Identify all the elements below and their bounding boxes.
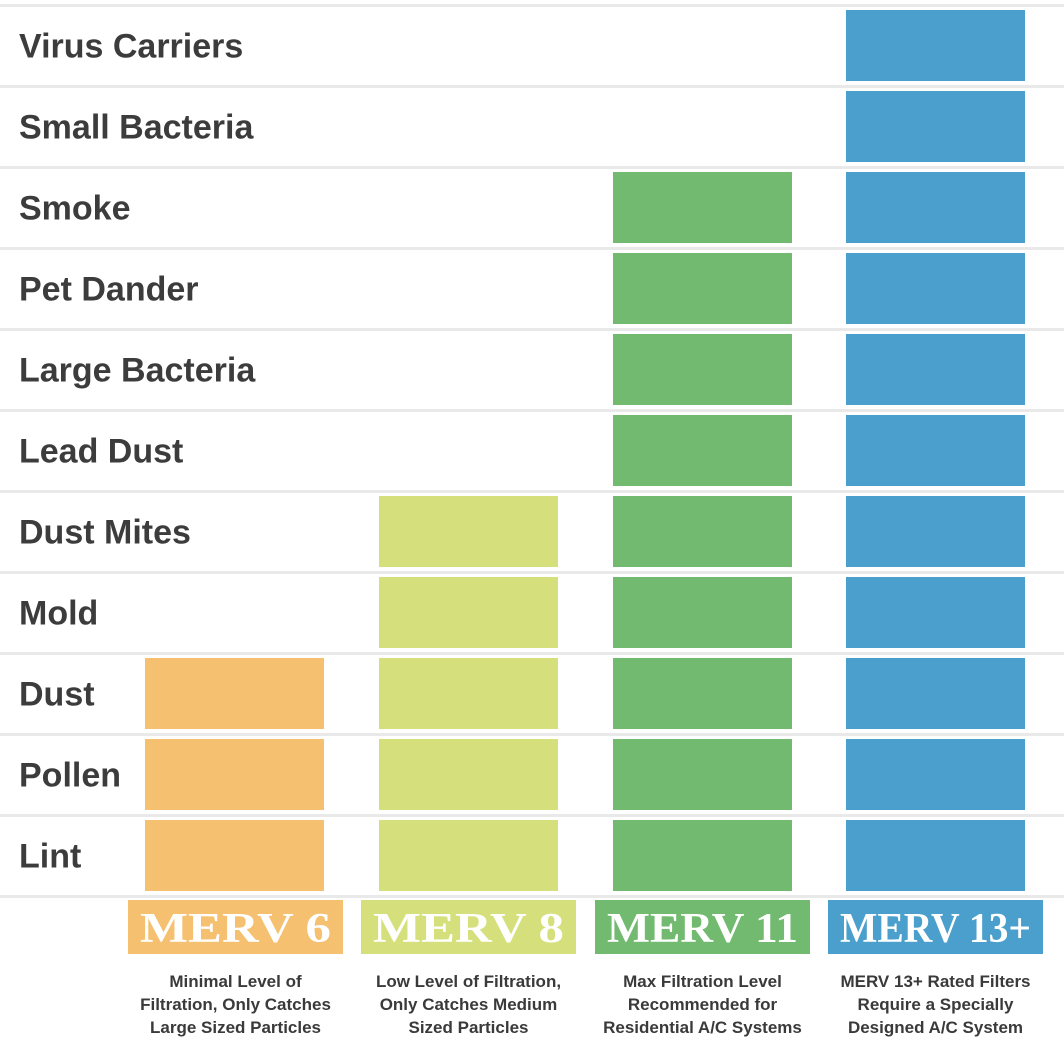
- bar-merv-13-pet-dander: [846, 253, 1025, 324]
- description-merv-8-line-2: Only Catches Medium: [380, 995, 558, 1014]
- description-merv-13-line-1: MERV 13+ Rated Filters: [840, 972, 1030, 991]
- grid-line: [0, 85, 1064, 88]
- row-label-mold: Mold: [19, 595, 98, 633]
- row-label-pet-dander: Pet Dander: [19, 271, 199, 309]
- description-merv-11-line-1: Max Filtration Level: [623, 972, 782, 991]
- grid-line: [0, 895, 1064, 898]
- description-merv-6-line-3: Large Sized Particles: [150, 1018, 321, 1037]
- bar-merv-8-pollen: [379, 739, 558, 810]
- grid-line: [0, 733, 1064, 736]
- row-label-virus-carriers: Virus Carriers: [19, 28, 243, 66]
- row-label-smoke: Smoke: [19, 190, 131, 228]
- bar-merv-8-lint: [379, 820, 558, 891]
- bar-merv-11-lead-dust: [613, 415, 792, 486]
- bar-merv-8-dust: [379, 658, 558, 729]
- row-label-lead-dust: Lead Dust: [19, 433, 183, 471]
- bar-merv-6-lint: [145, 820, 324, 891]
- grid-line: [0, 166, 1064, 169]
- bar-merv-13-smoke: [846, 172, 1025, 243]
- bar-merv-8-mold: [379, 577, 558, 648]
- row-label-dust: Dust: [19, 676, 95, 714]
- grid-line: [0, 814, 1064, 817]
- badge-label-merv-6: MERV 6: [140, 906, 331, 952]
- description-merv-11-line-2: Recommended for: [628, 995, 778, 1014]
- bar-merv-13-lint: [846, 820, 1025, 891]
- row-label-dust-mites: Dust Mites: [19, 514, 191, 552]
- badge-label-merv-13: MERV 13+: [840, 906, 1031, 952]
- bar-merv-13-mold: [846, 577, 1025, 648]
- bar-merv-13-lead-dust: [846, 415, 1025, 486]
- description-merv-8-line-1: Low Level of Filtration,: [376, 972, 561, 991]
- bar-merv-11-dust: [613, 658, 792, 729]
- grid-line: [0, 4, 1064, 7]
- description-merv-6-line-2: Filtration, Only Catches: [140, 995, 331, 1014]
- grid-line: [0, 571, 1064, 574]
- bar-merv-11-smoke: [613, 172, 792, 243]
- filter-badges: MERV 6 MERV 8 MERV 11 MERV 13+: [128, 900, 1043, 954]
- description-merv-13-line-2: Require a Specially: [858, 995, 1014, 1014]
- bar-merv-11-large-bacteria: [613, 334, 792, 405]
- bar-merv-6-dust: [145, 658, 324, 729]
- badge-merv-8: [361, 900, 576, 954]
- bar-merv-13-dust-mites: [846, 496, 1025, 567]
- filter-descriptions: Minimal Level of Filtration, Only Catches…: [140, 972, 1030, 1037]
- badge-merv-11: [595, 900, 810, 954]
- bar-merv-11-lint: [613, 820, 792, 891]
- grid-line: [0, 652, 1064, 655]
- grid-line: [0, 490, 1064, 493]
- bar-merv-11-pollen: [613, 739, 792, 810]
- row-labels: Virus Carriers Small Bacteria Smoke Pet Dan…: [19, 28, 256, 876]
- bar-merv-13-dust: [846, 658, 1025, 729]
- grid-line: [0, 247, 1064, 250]
- grid-lines: [0, 4, 1064, 898]
- badge-merv-13: [828, 900, 1043, 954]
- bar-merv-11-pet-dander: [613, 253, 792, 324]
- filter-bars: [145, 10, 1025, 891]
- grid-line: [0, 409, 1064, 412]
- description-merv-11-line-3: Residential A/C Systems: [603, 1018, 802, 1037]
- bar-merv-13-large-bacteria: [846, 334, 1025, 405]
- description-merv-6-line-1: Minimal Level of: [169, 972, 302, 991]
- bar-merv-6-pollen: [145, 739, 324, 810]
- bar-merv-11-mold: [613, 577, 792, 648]
- bar-merv-8-dust-mites: [379, 496, 558, 567]
- row-label-small-bacteria: Small Bacteria: [19, 109, 254, 147]
- row-label-lint: Lint: [19, 838, 81, 876]
- badge-merv-6: [128, 900, 343, 954]
- grid-line: [0, 328, 1064, 331]
- description-merv-13-line-3: Designed A/C System: [848, 1018, 1023, 1037]
- bar-merv-13-small-bacteria: [846, 91, 1025, 162]
- bar-merv-13-virus-carriers: [846, 10, 1025, 81]
- bar-merv-13-pollen: [846, 739, 1025, 810]
- row-label-large-bacteria: Large Bacteria: [19, 352, 256, 390]
- row-label-pollen: Pollen: [19, 757, 121, 795]
- description-merv-8-line-3: Sized Particles: [408, 1018, 528, 1037]
- bar-merv-11-dust-mites: [613, 496, 792, 567]
- badge-label-merv-8: MERV 8: [373, 906, 564, 952]
- badge-label-merv-11: MERV 11: [607, 906, 798, 952]
